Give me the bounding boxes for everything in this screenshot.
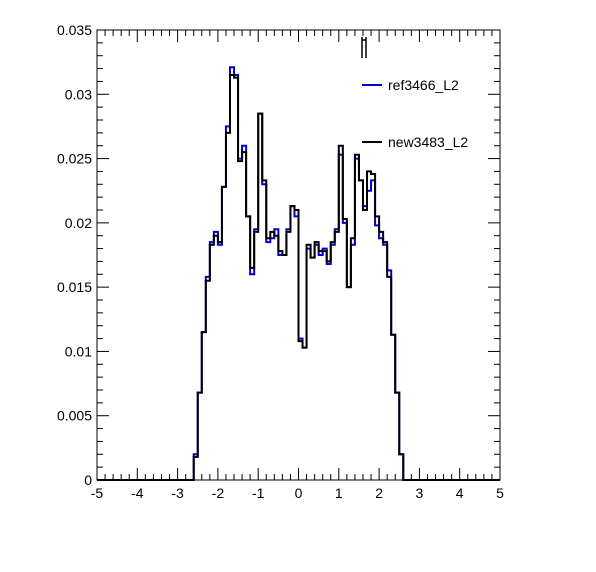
y-tick-label: 0.015 xyxy=(57,279,92,295)
x-tick-label: 1 xyxy=(335,485,343,501)
x-tick-label: -1 xyxy=(252,485,265,501)
x-tick-label: -4 xyxy=(131,485,144,501)
y-tick-label: 0.01 xyxy=(65,343,92,359)
y-tick-label: 0.005 xyxy=(57,408,92,424)
y-tick-label: 0.02 xyxy=(65,215,92,231)
overflow-marker xyxy=(361,37,367,58)
x-tick-label: 4 xyxy=(456,485,464,501)
legend-label-ref3466: ref3466_L2 xyxy=(388,77,459,93)
series-layer xyxy=(97,66,500,481)
y-tick-label: 0 xyxy=(84,472,92,488)
legend: ref3466_L2 new3483_L2 xyxy=(362,77,468,150)
x-tick-label: 5 xyxy=(496,485,504,501)
x-tick-label: 2 xyxy=(375,485,383,501)
x-tick-label: -3 xyxy=(171,485,184,501)
x-tick-label: -2 xyxy=(212,485,225,501)
x-tick-label: -5 xyxy=(91,485,104,501)
legend-label-new3483: new3483_L2 xyxy=(388,134,468,150)
x-tick-label: 3 xyxy=(416,485,424,501)
y-axis: 0 0.005 0.01 0.015 0.02 0.025 0.03 0.035 xyxy=(57,22,500,488)
x-tick-label: 0 xyxy=(295,485,303,501)
y-tick-label: 0.025 xyxy=(57,151,92,167)
x-axis: -5 -4 -3 -2 -1 0 1 2 3 4 5 xyxy=(91,30,504,501)
series-new3483_L2 xyxy=(97,74,500,481)
y-tick-label: 0.035 xyxy=(57,22,92,38)
y-tick-label: 0.03 xyxy=(65,86,92,102)
